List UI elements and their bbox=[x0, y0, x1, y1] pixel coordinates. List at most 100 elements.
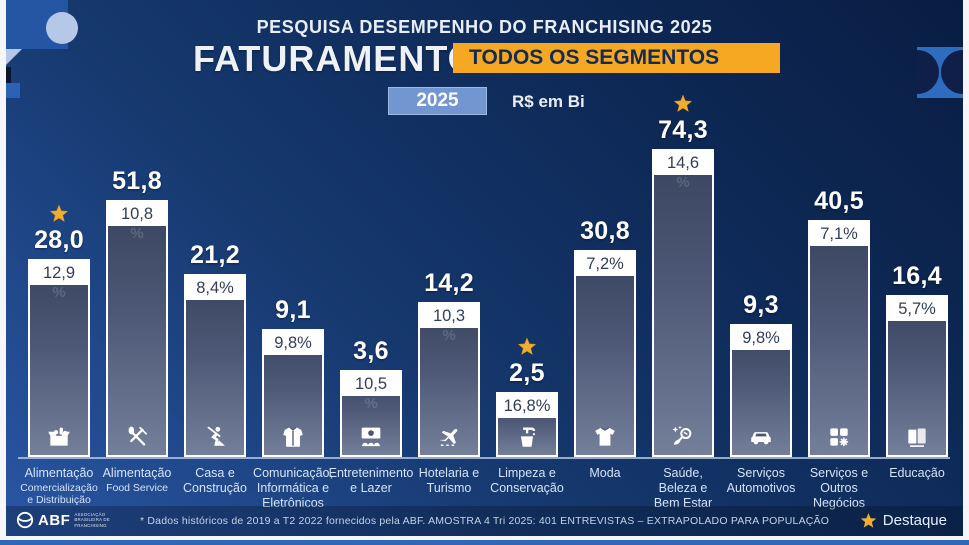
frame-bottom-white bbox=[0, 536, 969, 540]
category-label-main: Alimentação bbox=[24, 466, 94, 480]
category-labels: Alimentação Comercialização e Distribuiçã… bbox=[0, 466, 969, 510]
abf-logo-icon bbox=[16, 511, 34, 529]
pct-ghost: % bbox=[52, 285, 66, 301]
bar: 12,9 % bbox=[28, 259, 90, 457]
bar-body: % bbox=[108, 226, 166, 455]
frame-left bbox=[0, 0, 6, 545]
star-legend: Destaque bbox=[860, 512, 947, 529]
category-label: Serviços Automotivos bbox=[718, 466, 804, 496]
bar: 5,7% bbox=[886, 295, 948, 457]
decoration-halfmoons-topright bbox=[917, 47, 963, 98]
bar-column: 21,2 8,4% bbox=[176, 241, 254, 457]
bar-value: 3,6 bbox=[353, 337, 389, 365]
pct-ghost: % bbox=[442, 328, 456, 344]
bar-body bbox=[186, 300, 244, 455]
bar-column: 2,5 16,8% bbox=[488, 337, 566, 457]
books-icon bbox=[904, 424, 930, 450]
bar-value: 9,3 bbox=[743, 291, 779, 319]
category-label: Moda bbox=[562, 466, 648, 481]
bar-body: % bbox=[342, 396, 400, 455]
growth-pct-label: 7,1% bbox=[810, 222, 868, 246]
highlight-star-icon bbox=[517, 337, 537, 356]
bar-body bbox=[576, 276, 634, 455]
category-label: Comunicação, Informática e Eletrônicos bbox=[250, 466, 336, 510]
category-label-main: Serviços e Outros Negócios bbox=[809, 466, 869, 510]
bar: 7,2% bbox=[574, 250, 636, 457]
growth-pct-label: 10,8 bbox=[108, 202, 166, 226]
bar: 10,8 % bbox=[106, 200, 168, 457]
star-icon bbox=[860, 512, 877, 529]
category-label-sub: Comercialização e Distribuição bbox=[20, 481, 98, 507]
category-label-main: Comunicação, Informática e Eletrônicos bbox=[253, 466, 333, 510]
category-label-sub: Food Service bbox=[106, 481, 168, 494]
category-label-main: Alimentação bbox=[102, 466, 172, 480]
category-label: Casa e Construção bbox=[172, 466, 258, 496]
category-label: Hotelaria e Turismo bbox=[406, 466, 492, 496]
pct-ghost: % bbox=[364, 396, 378, 412]
bar-body: % bbox=[30, 285, 88, 455]
abf-logo: ABF Associação Brasileira de Franchising bbox=[16, 511, 114, 529]
highlight-star-icon bbox=[49, 204, 69, 223]
category-label-main: Moda bbox=[589, 466, 621, 480]
cleaning-bucket-icon bbox=[514, 424, 540, 450]
bar-value: 30,8 bbox=[580, 217, 630, 245]
category-label-main: Educação bbox=[889, 466, 945, 480]
bar-column: 9,1 9,8% bbox=[254, 296, 332, 457]
growth-pct-label: 9,8% bbox=[264, 331, 322, 355]
highlight-star-icon bbox=[673, 94, 693, 113]
category-label-main: Entretenimento e Lazer bbox=[328, 466, 414, 495]
bar-value: 2,5 bbox=[509, 359, 545, 387]
category-label: Educação bbox=[874, 466, 960, 481]
category-label-main: Hotelaria e Turismo bbox=[418, 466, 480, 495]
category-label: Alimentação Food Service bbox=[94, 466, 180, 494]
category-label: Entretenimento e Lazer bbox=[328, 466, 414, 496]
construction-worker-icon bbox=[202, 424, 228, 450]
growth-pct-label: 5,7% bbox=[888, 297, 946, 321]
growth-pct-label: 8,4% bbox=[186, 276, 244, 300]
growth-pct-label: 9,8% bbox=[732, 326, 790, 350]
bar-body bbox=[264, 355, 322, 455]
footer-bar: ABF Associação Brasileira de Franchising… bbox=[0, 506, 969, 536]
bar-column: 3,6 10,5 % bbox=[332, 337, 410, 457]
bar-body bbox=[732, 350, 790, 455]
category-label-main: Limpeza e Conservação bbox=[490, 466, 564, 495]
bar-value: 51,8 bbox=[112, 167, 162, 195]
jacket-icon bbox=[280, 424, 306, 450]
growth-pct-label: 16,8% bbox=[498, 394, 556, 418]
growth-pct-label: 12,9 bbox=[30, 261, 88, 285]
growth-pct-label: 7,2% bbox=[576, 252, 634, 276]
cinema-icon bbox=[358, 424, 384, 450]
decoration-rect-left bbox=[4, 67, 11, 83]
bar-body: % bbox=[654, 175, 712, 455]
bar-column: 28,0 12,9 % bbox=[20, 204, 98, 457]
segment-badge: TODOS OS SEGMENTOS bbox=[453, 43, 780, 73]
bar: 10,3 % bbox=[418, 302, 480, 457]
decoration-triangle-left bbox=[4, 49, 22, 67]
bar-column: 14,2 10,3 % bbox=[410, 269, 488, 457]
airplane-icon bbox=[436, 424, 462, 450]
axis-baseline bbox=[18, 457, 950, 459]
business-grid-icon bbox=[826, 424, 852, 450]
frame-right bbox=[963, 0, 969, 545]
unit-label: R$ em Bi bbox=[512, 92, 585, 111]
growth-pct-label: 10,5 bbox=[342, 372, 400, 396]
bar-body bbox=[888, 321, 946, 455]
bar-chart: 28,0 12,9 % 51,8 10,8 % 21,2 8,4% 9,1 9,… bbox=[20, 94, 948, 457]
methodology-footnote: * Dados históricos de 2019 a T2 2022 for… bbox=[140, 515, 830, 527]
bar-value: 21,2 bbox=[190, 241, 240, 269]
shirt-icon bbox=[592, 424, 618, 450]
category-label: Alimentação Comercialização e Distribuiçã… bbox=[16, 466, 102, 507]
bar: 16,8% bbox=[496, 392, 558, 457]
bar-value: 16,4 bbox=[892, 262, 942, 290]
cutlery-icon bbox=[124, 424, 150, 450]
bar: 9,8% bbox=[262, 329, 324, 457]
category-label-main: Serviços Automotivos bbox=[726, 466, 796, 495]
bar-column: 74,3 14,6 % bbox=[644, 94, 722, 457]
bar-column: 30,8 7,2% bbox=[566, 217, 644, 457]
groceries-box-icon bbox=[46, 424, 72, 450]
bar-column: 9,3 9,8% bbox=[722, 291, 800, 457]
category-label: Serviços e Outros Negócios bbox=[796, 466, 882, 510]
bar-column: 40,5 7,1% bbox=[800, 187, 878, 457]
pct-ghost: % bbox=[130, 226, 144, 242]
bar: 7,1% bbox=[808, 220, 870, 457]
